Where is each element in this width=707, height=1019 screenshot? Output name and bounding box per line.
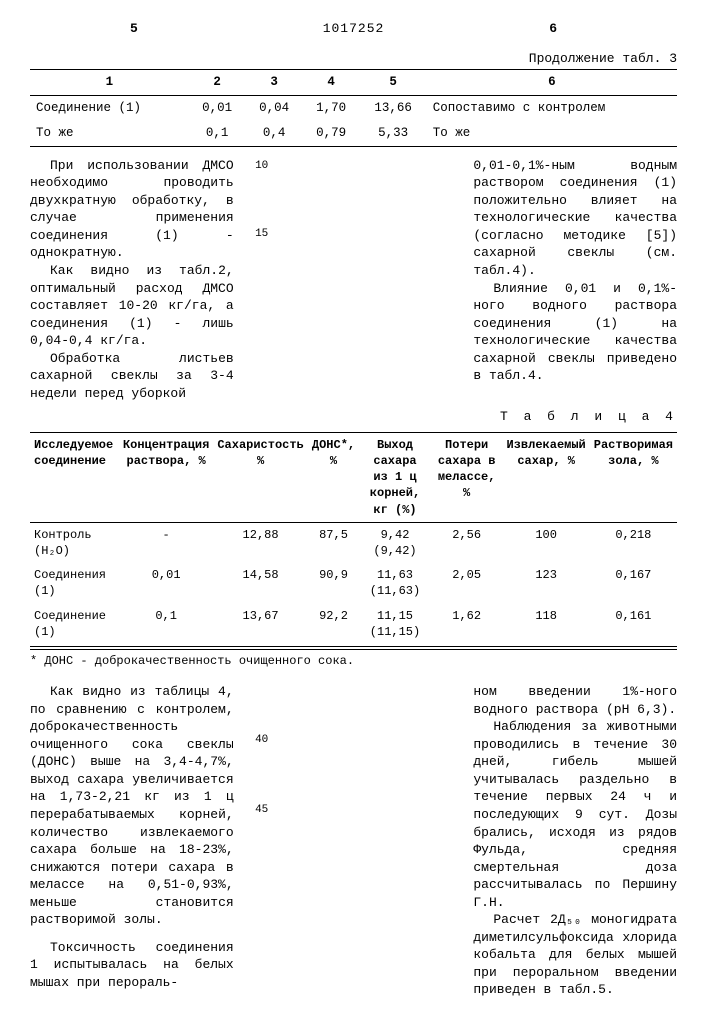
t3-col-6: 6 (427, 70, 677, 96)
t4-h4: ДОНС*, % (308, 432, 359, 522)
text-block-2: Как видно из таблицы 4, по сравнению с к… (30, 683, 677, 999)
t3-col-4: 4 (303, 70, 360, 96)
t4-h5: Выход сахара из 1 ц корней, кг (%) (359, 432, 431, 522)
line-number: 45 (252, 803, 272, 818)
paragraph: Обработка листьев сахарной свеклы за 3-4… (30, 350, 234, 403)
t4-h7: Извлекаемый сахар, % (503, 432, 590, 522)
line-number: 15 (252, 227, 272, 242)
paragraph: Расчет 2Д₅₀ моногидрата диметилсульфокси… (473, 911, 677, 999)
paragraph: Как видно из табл.2, оптимальный расход … (30, 262, 234, 350)
table4-caption: Т а б л и ц а 4 (30, 408, 677, 426)
left-column: Как видно из таблицы 4, по сравнению с к… (30, 683, 234, 999)
table4-footnote: * ДОНС - доброкачественность очищенного … (30, 649, 677, 669)
paragraph: Как видно из таблицы 4, по сравнению с к… (30, 683, 234, 929)
t3-col-2: 2 (189, 70, 246, 96)
t4-h8: Растворимая зола, % (590, 432, 677, 522)
paragraph: 0,01-0,1%-ным водным раствором соединени… (473, 157, 677, 280)
paragraph: Влияние 0,01 и 0,1%-ного водного раствор… (473, 280, 677, 385)
t4-h2: Концентрация раствора, % (119, 432, 213, 522)
paragraph: Наблюдения за животными проводились в те… (473, 718, 677, 911)
table-row: Контроль (H₂O) - 12,88 87,5 9,42 (9,42) … (30, 522, 677, 563)
line-number-gutter: 10 15 (252, 157, 456, 403)
text-block-1: При использовании ДМСО необходимо провод… (30, 157, 677, 403)
line-number-gutter: 40 45 (252, 683, 456, 999)
paragraph: ном введении 1%-ного водного раствора (р… (473, 683, 677, 718)
paragraph: Токсичность соединения 1 испытывалась на… (30, 939, 234, 992)
left-column: При использовании ДМСО необходимо провод… (30, 157, 234, 403)
right-column: ном введении 1%-ного водного раствора (р… (473, 683, 677, 999)
table-row: Соединение (1) 0,1 13,67 92,2 11,15 (11,… (30, 604, 677, 647)
table-3: 1 2 3 4 5 6 Соединение (1) 0,01 0,04 1,7… (30, 69, 677, 147)
t3-col-3: 3 (246, 70, 303, 96)
t4-h3: Сахаристость % (213, 432, 307, 522)
table-row: Соединения (1) 0,01 14,58 90,9 11,63 (11… (30, 563, 677, 603)
paragraph: При использовании ДМСО необходимо провод… (30, 157, 234, 262)
t3-col-5: 5 (360, 70, 427, 96)
table4-header-row: Исследуемое соединение Концентрация раст… (30, 432, 677, 522)
left-column-marker: 5 (130, 20, 138, 38)
line-number: 10 (252, 159, 272, 174)
t3-col-1: 1 (30, 70, 189, 96)
table-4: Исследуемое соединение Концентрация раст… (30, 432, 677, 647)
page-header: 5 1017252 6 (30, 20, 677, 38)
document-number: 1017252 (323, 21, 385, 36)
table3-header-row: 1 2 3 4 5 6 (30, 70, 677, 96)
t4-h1: Исследуемое соединение (30, 432, 119, 522)
table-row: Соединение (1) 0,01 0,04 1,70 13,66 Сопо… (30, 95, 677, 120)
line-number: 40 (252, 733, 272, 748)
t4-h6: Потери сахара в мелассе, % (431, 432, 503, 522)
right-column-marker: 6 (549, 20, 557, 38)
table-row: То же 0,1 0,4 0,79 5,33 То же (30, 121, 677, 146)
right-column: 0,01-0,1%-ным водным раствором соединени… (473, 157, 677, 403)
table3-continuation-label: Продолжение табл. 3 (30, 50, 677, 68)
